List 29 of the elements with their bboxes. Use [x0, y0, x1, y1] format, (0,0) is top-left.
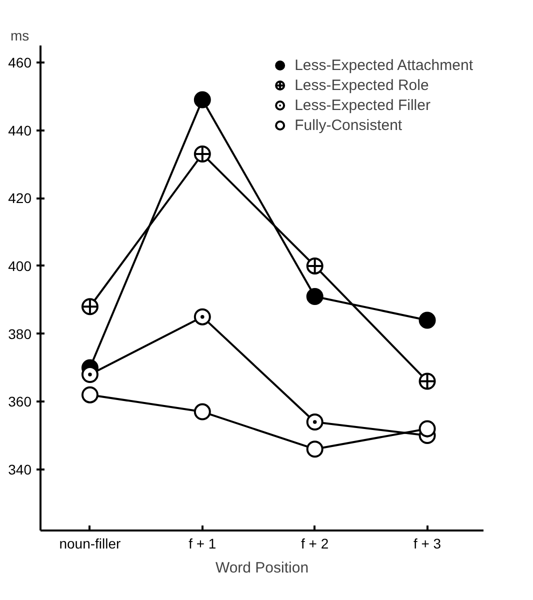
- y-tick-label: 440: [8, 122, 32, 138]
- y-tick-label: 380: [8, 326, 32, 342]
- point: [194, 403, 211, 420]
- point: [194, 91, 211, 108]
- y-tick-label: 420: [8, 190, 32, 206]
- legend-label: Less-Expected Role: [294, 76, 429, 95]
- x-tick-label: f + 2: [301, 536, 329, 552]
- point: [194, 308, 211, 326]
- point: [306, 440, 324, 458]
- point: [81, 386, 98, 404]
- x-tick-label: f + 3: [413, 536, 442, 552]
- legend-label: Less-Expected Filler: [294, 96, 430, 115]
- legend-label: Fully-Consistent: [294, 116, 402, 135]
- x-tick-label: f + 1: [188, 536, 216, 552]
- point: [418, 312, 436, 329]
- point: [306, 257, 324, 274]
- point: [81, 366, 98, 383]
- legend-label: Less-Expected Attachment: [294, 56, 473, 75]
- y-tick-label: 460: [8, 54, 32, 70]
- point: [306, 413, 324, 430]
- y-axis-title: ms: [10, 28, 30, 44]
- y-tick-label: 400: [8, 258, 32, 274]
- point: [418, 420, 436, 438]
- y-tick-label: 360: [8, 394, 32, 410]
- x-axis-title: Word Position: [215, 560, 309, 576]
- point: [194, 146, 211, 163]
- point: [306, 288, 324, 305]
- x-tick-label: noun-filler: [59, 536, 122, 552]
- y-tick-label: 340: [8, 461, 32, 478]
